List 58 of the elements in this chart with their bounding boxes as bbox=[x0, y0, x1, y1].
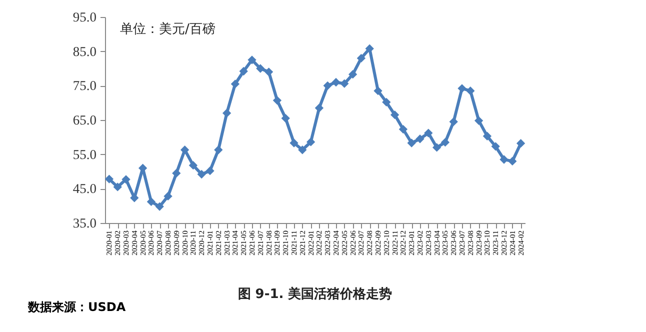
point bbox=[466, 86, 475, 96]
y-tick-label: 95.0 bbox=[72, 10, 97, 24]
point bbox=[172, 168, 181, 178]
point bbox=[230, 80, 240, 88]
point bbox=[482, 132, 492, 140]
annotation: 单位：美元/百磅 bbox=[120, 21, 216, 37]
y-tick-label: 85.0 bbox=[72, 44, 97, 59]
point bbox=[206, 166, 214, 176]
y-tick-label: 75.0 bbox=[72, 78, 97, 94]
point bbox=[374, 86, 382, 96]
point bbox=[188, 160, 198, 170]
point bbox=[298, 146, 307, 154]
point bbox=[356, 54, 366, 63]
source-note: 数据来源：USDA bbox=[28, 299, 126, 316]
point bbox=[491, 142, 500, 151]
point bbox=[382, 98, 391, 106]
point bbox=[146, 197, 156, 206]
point bbox=[306, 138, 316, 146]
point bbox=[155, 202, 164, 211]
y-tick-label: 45.0 bbox=[72, 181, 97, 196]
point bbox=[432, 143, 442, 152]
point bbox=[264, 68, 274, 76]
point bbox=[239, 66, 248, 76]
point bbox=[214, 146, 223, 154]
point bbox=[290, 138, 298, 148]
y-tick-label: 55.0 bbox=[72, 146, 97, 162]
point bbox=[508, 156, 517, 166]
point bbox=[180, 146, 190, 154]
point bbox=[281, 114, 290, 123]
point bbox=[164, 192, 172, 201]
point bbox=[314, 104, 324, 112]
point bbox=[222, 108, 232, 118]
point bbox=[197, 170, 206, 179]
point bbox=[440, 138, 450, 147]
point bbox=[390, 110, 400, 120]
point bbox=[424, 128, 433, 138]
point bbox=[122, 175, 130, 184]
text: 图 9-1. 美国活猪价格走势 bbox=[238, 286, 392, 302]
point bbox=[332, 78, 340, 87]
point bbox=[474, 116, 484, 126]
point bbox=[416, 134, 424, 144]
point bbox=[365, 44, 374, 53]
point bbox=[348, 70, 358, 79]
point bbox=[449, 117, 458, 126]
point bbox=[407, 138, 416, 148]
point bbox=[458, 84, 466, 93]
y-tick-label: 35.0 bbox=[72, 216, 97, 230]
point bbox=[272, 96, 282, 105]
point bbox=[398, 124, 408, 134]
point bbox=[340, 79, 349, 88]
point bbox=[516, 139, 526, 148]
point bbox=[248, 56, 256, 64]
point bbox=[113, 182, 122, 192]
point bbox=[104, 174, 114, 184]
point bbox=[500, 155, 508, 164]
point bbox=[323, 81, 332, 90]
y-tick-label: 65.0 bbox=[72, 112, 97, 128]
point bbox=[256, 64, 265, 73]
